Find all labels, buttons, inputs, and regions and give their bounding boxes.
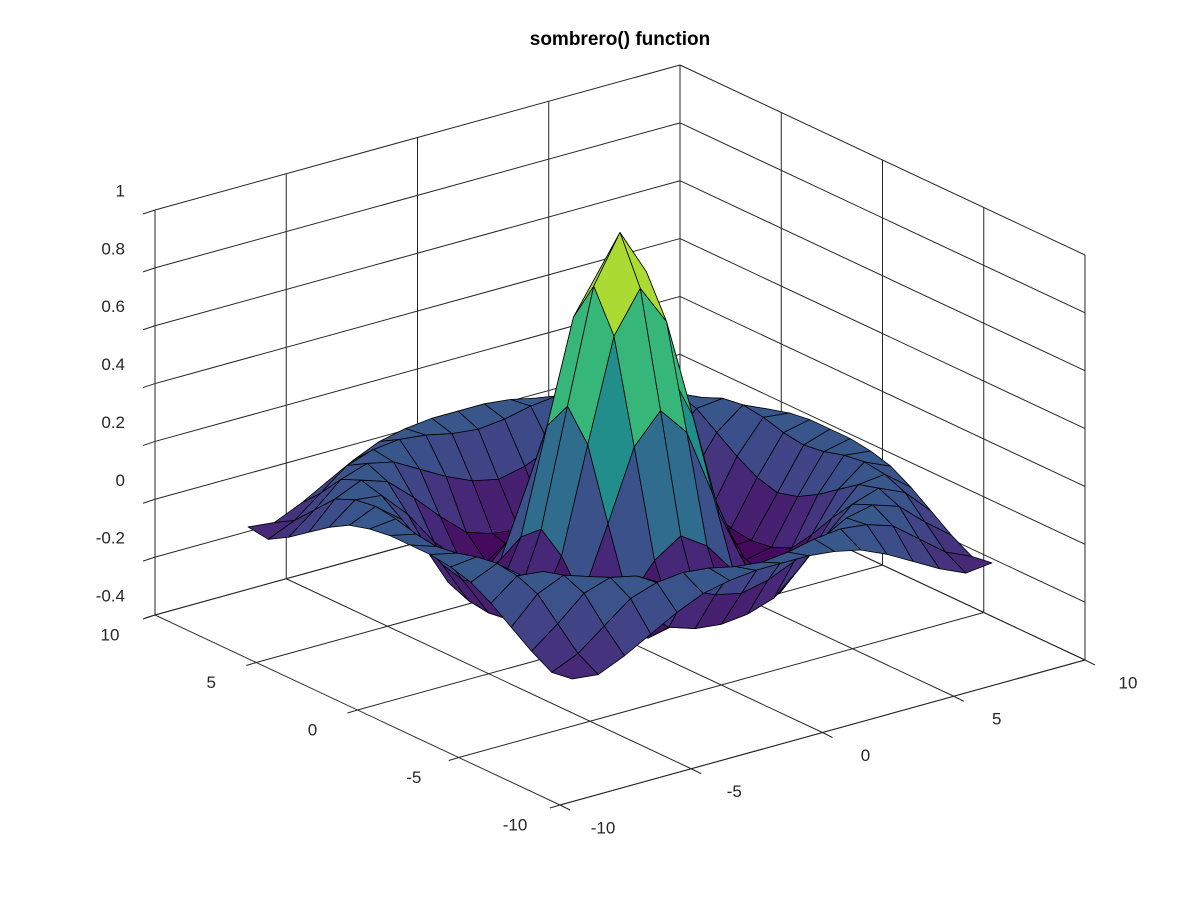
grid-line: [679, 180, 1086, 372]
y-tick-label: 5: [207, 673, 216, 692]
grid-line: [679, 64, 1086, 256]
tick-mark: [953, 695, 964, 702]
surface-facet: [551, 653, 599, 680]
z-tick-label: -0.2: [96, 529, 125, 548]
z-tick-label: 0.4: [101, 355, 125, 374]
z-tick-label: 0.8: [101, 239, 125, 258]
tick-mark: [448, 757, 459, 761]
grid-line: [154, 64, 681, 211]
x-tick-label: -5: [727, 782, 742, 801]
tick-mark: [691, 768, 702, 775]
tick-mark: [142, 440, 156, 446]
grid-line: [154, 180, 681, 327]
grid-line: [679, 353, 1086, 545]
tick-labels: -0.4 -0.2 0 0.2 0.4 0.6 0.8 1 -10 -5 0 5 10 -10 -5 0 5 10: [96, 181, 1138, 837]
z-tick-label: 1: [116, 181, 125, 200]
chart-title: sombrero() function: [530, 29, 711, 50]
surface-facet: [593, 232, 641, 337]
y-tick-label: -5: [406, 768, 421, 787]
y-tick-label: 10: [101, 625, 120, 644]
grid-line: [679, 295, 1086, 487]
tick-mark: [142, 267, 156, 273]
tick-mark: [347, 709, 358, 714]
tick-mark: [144, 614, 156, 619]
grid-line: [679, 122, 1086, 314]
grid-line: [679, 238, 1086, 430]
axis-line: [154, 614, 561, 806]
tick-mark: [559, 804, 571, 811]
tick-mark: [142, 498, 156, 504]
y-tick-label: -10: [503, 815, 528, 834]
tick-mark: [142, 209, 156, 215]
tick-mark: [822, 732, 833, 738]
x-tick-label: 5: [992, 710, 1001, 729]
grid-line: [458, 612, 984, 758]
x-tick-label: 0: [861, 746, 870, 765]
x-tick-label: 10: [1119, 673, 1138, 692]
x-tick-label: -10: [591, 818, 616, 837]
tick-mark: [1084, 659, 1096, 666]
tick-mark: [246, 662, 257, 666]
z-tick-label: 0: [116, 471, 125, 490]
grid-line: [154, 122, 681, 269]
z-tick-label: 0.6: [101, 297, 125, 316]
z-tick-label: 0.2: [101, 413, 125, 432]
tick-mark: [142, 383, 156, 389]
tick-mark: [142, 325, 156, 331]
grid-line: [154, 238, 681, 385]
tick-mark: [549, 804, 561, 809]
y-tick-label: 0: [308, 720, 317, 739]
z-tick-label: -0.4: [96, 586, 125, 605]
surface: [247, 232, 993, 680]
tick-mark: [142, 556, 156, 562]
